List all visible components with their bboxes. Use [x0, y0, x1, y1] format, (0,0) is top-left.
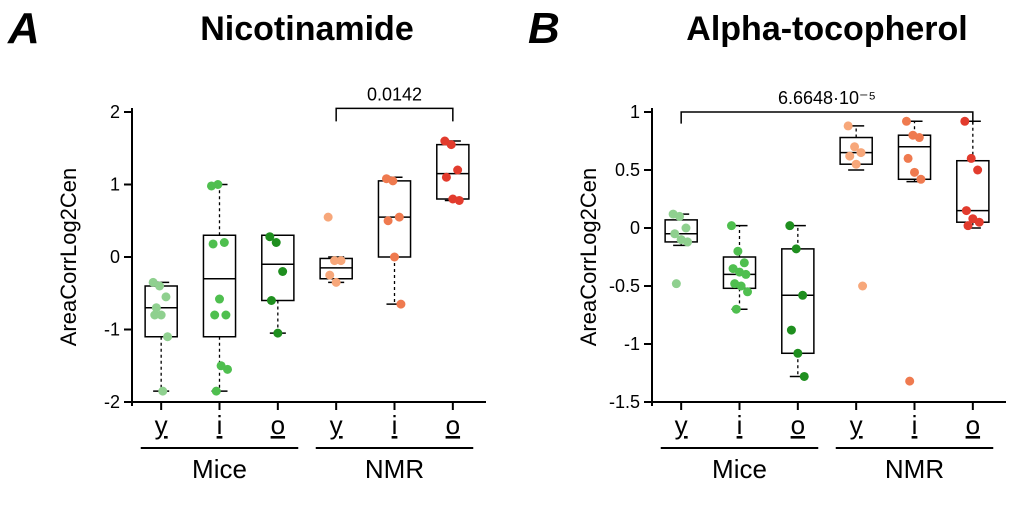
data-point [902, 117, 911, 126]
figure: A B Nicotinamide-2-1012AreaCorrLog2Cenyi… [0, 0, 1020, 520]
x-group-label: NMR [885, 454, 944, 484]
data-point [785, 221, 794, 230]
data-point [792, 244, 801, 253]
data-point [675, 212, 684, 221]
data-point [683, 237, 692, 246]
data-point [727, 221, 736, 230]
data-point [741, 270, 750, 279]
data-point [910, 168, 919, 177]
data-point [964, 221, 973, 230]
data-point [967, 154, 976, 163]
data-point [798, 291, 807, 300]
x-category-label: o [791, 410, 805, 440]
data-point [845, 152, 854, 161]
data-point [915, 133, 924, 142]
data-point [672, 279, 681, 288]
y-tick-label: -0.5 [609, 276, 640, 296]
data-point [962, 206, 971, 215]
data-point [904, 154, 913, 163]
y-tick-label: -1.5 [609, 392, 640, 412]
x-group-label: Mice [712, 454, 767, 484]
data-point [844, 121, 853, 130]
data-point [856, 148, 865, 157]
x-category-label: i [737, 410, 743, 440]
y-tick-label: 1 [630, 102, 640, 122]
data-point [733, 247, 742, 256]
panel-b-chart: Alpha-tocopherol -1.5 -1 -0.5 0 0.5 1 AreaCorrL… [0, 0, 1020, 520]
chart-title: Alpha-tocopherol [686, 10, 967, 48]
data-point [793, 349, 802, 358]
data-point [858, 282, 867, 291]
y-tick-label: 0.5 [615, 160, 640, 180]
data-point [787, 326, 796, 335]
y-axis-label: AreaCorrLog2Cen [576, 168, 601, 347]
data-point [852, 160, 861, 169]
data-point [905, 377, 914, 386]
y-tick-label: 0 [630, 218, 640, 238]
significance-label: 6.6648·10⁻⁵ [778, 88, 876, 108]
x-category-label: o [966, 410, 980, 440]
x-category-label: i [912, 410, 918, 440]
data-point [740, 258, 749, 267]
significance-bracket [681, 112, 973, 124]
data-point [975, 218, 984, 227]
boxplot-box [957, 161, 989, 222]
data-point [916, 175, 925, 184]
data-point [743, 287, 752, 296]
data-point [800, 372, 809, 381]
y-tick-label: -1 [624, 334, 640, 354]
boxplot-box [782, 249, 814, 353]
x-category-label: y [850, 410, 863, 440]
data-point [973, 166, 982, 175]
data-point [732, 305, 741, 314]
data-point [681, 224, 690, 233]
data-point [960, 117, 969, 126]
x-category-label: y [675, 410, 688, 440]
